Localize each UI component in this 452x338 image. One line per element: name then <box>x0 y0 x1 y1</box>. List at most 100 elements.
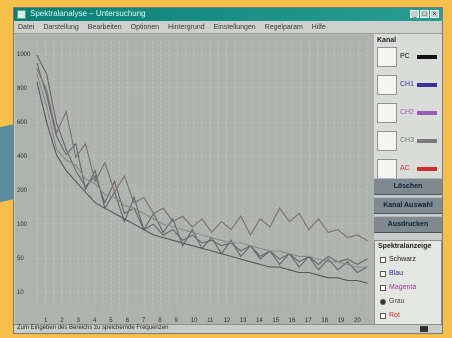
series-point <box>201 218 203 220</box>
series-point <box>191 231 193 233</box>
series-point <box>240 250 242 252</box>
series-point <box>36 81 38 83</box>
legend-row-2[interactable]: CH2 <box>377 103 439 125</box>
series-point <box>114 213 116 215</box>
menu-hilfe[interactable]: Hilfe <box>311 23 326 31</box>
series-point <box>220 245 222 247</box>
series-point <box>55 132 57 134</box>
delete-button[interactable]: Löschen <box>374 178 442 195</box>
menu-optionen[interactable]: Optionen <box>130 23 160 31</box>
close-button[interactable]: × <box>430 10 439 18</box>
series-point <box>191 245 193 247</box>
series-point <box>288 221 290 223</box>
series-point <box>279 207 281 209</box>
series-point <box>172 221 174 223</box>
maximize-button[interactable]: □ <box>420 10 429 18</box>
series-point <box>230 239 232 241</box>
option-grau[interactable]: Grau <box>380 298 405 305</box>
series-point <box>162 207 164 209</box>
series-point <box>337 277 339 279</box>
series-point <box>211 239 213 241</box>
series-point <box>366 282 368 284</box>
series-point <box>279 258 281 260</box>
series-point <box>133 202 135 204</box>
series-point <box>279 266 281 268</box>
x-tick-label: 1 <box>44 318 48 324</box>
series-point <box>94 175 96 177</box>
options-title: Spektralanzeige <box>378 243 432 250</box>
series-point <box>230 242 232 244</box>
legend-row-3[interactable]: CH3 <box>377 131 439 153</box>
option-label: Magenta <box>389 284 417 291</box>
legend-swatch-1 <box>417 83 437 87</box>
legend-swatch-0 <box>417 55 437 59</box>
status-text: Zum Eingeben des Bereichs zu speichernde… <box>17 325 169 331</box>
app-icon <box>17 10 26 19</box>
series-point <box>65 111 67 113</box>
y-tick-label: 1000 <box>17 52 31 58</box>
series-point <box>104 162 106 164</box>
series-point <box>46 73 48 75</box>
series-point <box>65 154 67 156</box>
series-point <box>114 191 116 193</box>
x-tick-label: 10 <box>191 318 198 324</box>
series-point <box>85 191 87 193</box>
checkbox[interactable] <box>380 256 386 263</box>
menu-darstellung[interactable]: Darstellung <box>43 23 79 31</box>
series-point <box>55 135 57 137</box>
minimize-button[interactable]: _ <box>410 10 419 18</box>
series-point <box>55 154 57 156</box>
menu-hintergrund[interactable]: Hintergrund <box>168 23 205 31</box>
series-point <box>114 180 116 182</box>
series-point <box>211 231 213 233</box>
plot-area[interactable]: 1000 800 600 400 200 100 50 10 1 2 3 4 5 6 7 8 9 10 11 12 13… <box>15 34 374 328</box>
series-point <box>356 263 358 265</box>
legend-label-0: PC <box>400 53 410 60</box>
legend-row-0[interactable]: PC <box>377 47 439 69</box>
option-schwarz[interactable]: Schwarz <box>380 256 416 263</box>
legend-checkbox[interactable] <box>377 47 397 67</box>
y-tick-label: 800 <box>17 86 28 92</box>
series-point <box>162 231 164 233</box>
series-point <box>123 213 125 215</box>
series-point <box>133 207 135 209</box>
series-point <box>36 54 38 56</box>
series-point <box>220 239 222 241</box>
checkbox[interactable] <box>380 312 386 319</box>
x-tick-label: 16 <box>289 318 296 324</box>
menu-einstellungen[interactable]: Einstellungen <box>213 23 256 31</box>
series-point <box>85 178 87 180</box>
series-point <box>75 170 77 172</box>
series-point <box>75 143 77 145</box>
option-magenta[interactable]: Magenta <box>380 284 416 291</box>
series-point <box>172 218 174 220</box>
menu-regelparam[interactable]: Regelparam <box>264 23 303 31</box>
series-point <box>327 261 329 263</box>
legend-checkbox[interactable] <box>377 103 397 123</box>
series-point <box>298 261 300 263</box>
series-point <box>259 258 261 260</box>
legend-checkbox[interactable] <box>377 159 397 179</box>
series-point <box>356 271 358 273</box>
menu-bearbeiten[interactable]: Bearbeiten <box>87 23 122 31</box>
legend-row-1[interactable]: CH1 <box>377 75 439 97</box>
series-point <box>94 202 96 204</box>
y-tick-label: 50 <box>17 256 24 262</box>
series-point <box>337 269 339 271</box>
option-label: Blau <box>389 270 404 277</box>
series-point <box>201 247 203 249</box>
series-point <box>308 229 310 231</box>
option-rot[interactable]: Rot <box>380 312 400 319</box>
checkbox[interactable] <box>380 270 386 277</box>
legend-checkbox[interactable] <box>377 75 397 95</box>
checkbox[interactable] <box>380 284 386 291</box>
option-blau[interactable]: Blau <box>380 270 403 277</box>
series-point <box>143 196 145 198</box>
legend-checkbox[interactable] <box>377 131 397 151</box>
radio-button[interactable] <box>380 298 386 305</box>
channel-select-button[interactable]: Kanal Auswahl <box>374 197 442 214</box>
print-button[interactable]: Ausdrucken <box>374 216 442 233</box>
menu-datei[interactable]: Datei <box>18 23 35 31</box>
series-point <box>327 258 329 260</box>
window-title: Spektralanalyse – Untersuchung <box>30 9 146 18</box>
